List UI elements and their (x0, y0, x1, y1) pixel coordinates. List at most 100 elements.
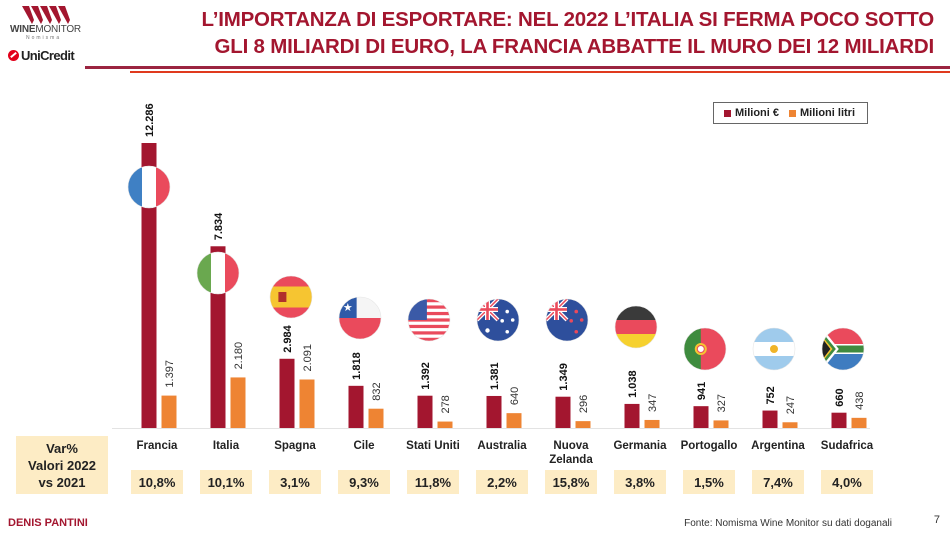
france-flag-icon (127, 165, 171, 209)
data-label-volume-9: 247 (785, 396, 797, 414)
data-label-value-3: 1.818 (351, 352, 363, 380)
unicredit-icon (8, 50, 19, 61)
legend-swatch-value (724, 109, 731, 117)
legend-item-value: Milioni € (724, 107, 779, 119)
data-label-value-4: 1.392 (420, 362, 432, 390)
bar-volume-1 (230, 377, 246, 428)
bar-value-4 (417, 395, 433, 428)
data-label-value-7: 1.038 (627, 370, 639, 398)
data-label-value-0: 12.286 (144, 103, 156, 137)
var-pct-0: 10,8% (131, 470, 183, 494)
category-label-line: Italia (212, 440, 240, 452)
title-line-2: GLI 8 MILIARDI DI EURO, LA FRANCIA ABBAT… (214, 35, 935, 58)
australia-flag-icon (476, 298, 520, 342)
category-label-0: Francia (112, 439, 202, 453)
category-label-8: Portogallo (664, 439, 754, 453)
data-label-volume-5: 640 (509, 387, 521, 405)
bar-value-7 (624, 403, 640, 428)
usa-flag-icon (407, 298, 451, 342)
footer-source: Fonte: Nomisma Wine Monitor su dati doga… (684, 518, 892, 529)
winemonitor-logo-icon (22, 6, 70, 24)
bar-volume-4 (437, 421, 453, 428)
var-pct-1: 10,1% (200, 470, 252, 494)
var-pct-7: 3,8% (614, 470, 666, 494)
logo-area: WINEMONITOR Nomisma UniCredit (4, 6, 84, 63)
data-label-volume-2: 2.091 (302, 344, 314, 372)
winemonitor-subtitle: Nomisma (26, 35, 62, 41)
var-label-line-1: Var% (46, 441, 78, 456)
bar-value-8 (693, 406, 709, 428)
title-line-1: L’IMPORTANZA DI ESPORTARE: NEL 2022 L’IT… (201, 8, 935, 31)
chart-legend: Milioni € Milioni litri (713, 102, 868, 124)
var-pct-2: 3,1% (269, 470, 321, 494)
var-pct-3: 9,3% (338, 470, 390, 494)
data-label-volume-7: 347 (647, 394, 659, 412)
data-label-value-6: 1.349 (558, 363, 570, 391)
category-label-5: Australia (457, 439, 547, 453)
data-label-volume-10: 438 (854, 391, 866, 409)
header-rule-primary (85, 66, 950, 69)
category-label-1: Italia (181, 439, 271, 453)
var-pct-5: 2,2% (476, 470, 528, 494)
bar-value-0 (141, 143, 157, 428)
category-label-line: Nuova (553, 440, 589, 452)
svg-text:★: ★ (343, 302, 353, 314)
category-label-line: Stati Uniti (406, 440, 460, 452)
bar-value-10 (831, 412, 847, 428)
data-label-value-2: 2.984 (282, 324, 294, 352)
var-label-box: Var% Valori 2022 vs 2021 (16, 436, 108, 494)
category-label-4: Stati Uniti (388, 439, 478, 453)
category-label-line: Francia (136, 440, 178, 452)
bar-volume-0 (161, 395, 177, 428)
bar-value-2 (279, 358, 295, 428)
spain-flag-icon (269, 275, 313, 319)
data-label-value-8: 941 (696, 382, 708, 400)
legend-swatch-volume (789, 109, 796, 117)
category-label-line: Cile (353, 440, 375, 452)
category-label-line: Australia (477, 440, 527, 452)
var-pct-8: 1,5% (683, 470, 735, 494)
data-label-volume-1: 2.180 (233, 342, 245, 370)
category-label-line: Spagna (274, 440, 316, 452)
data-label-value-9: 752 (765, 386, 777, 404)
footer-author: DENIS PANTINI (8, 517, 88, 529)
header-rule-secondary (130, 71, 950, 73)
page-title: L’IMPORTANZA DI ESPORTARE: NEL 2022 L’IT… (104, 6, 935, 60)
bar-volume-7 (644, 419, 660, 428)
germany-flag-icon (614, 305, 658, 349)
bar-volume-8 (713, 420, 729, 428)
category-label-9: Argentina (733, 439, 823, 453)
new-zealand-flag-icon (545, 298, 589, 342)
var-label-line-3: vs 2021 (38, 475, 86, 490)
data-label-volume-6: 296 (578, 395, 590, 413)
category-label-3: Cile (319, 439, 409, 453)
data-label-volume-4: 278 (440, 395, 452, 413)
legend-label-volume: Milioni litri (800, 107, 855, 119)
argentina-flag-icon (752, 327, 796, 371)
data-label-value-5: 1.381 (489, 362, 501, 390)
bar-volume-5 (506, 413, 522, 428)
winemonitor-wordmark: WINEMONITOR (10, 24, 81, 35)
bar-value-9 (762, 410, 778, 428)
category-label-line: Zelanda (549, 454, 593, 466)
unicredit-wordmark: UniCredit (21, 48, 75, 63)
bar-volume-10 (851, 417, 867, 428)
category-label-line: Germania (613, 440, 667, 452)
unicredit-logo: UniCredit (8, 48, 84, 63)
italy-flag-icon (196, 251, 240, 295)
category-label-line: Sudafrica (820, 440, 874, 452)
south-africa-flag-icon (821, 327, 865, 371)
bar-volume-2 (299, 379, 315, 428)
portugal-flag-icon (683, 327, 727, 371)
category-label-6: Nuova Zelanda (526, 439, 616, 467)
bar-value-6 (555, 396, 571, 428)
legend-item-volume: Milioni litri (789, 107, 855, 119)
chile-flag-icon: ★ (338, 296, 382, 340)
bar-volume-3 (368, 408, 384, 428)
var-pct-10: 4,0% (821, 470, 873, 494)
data-label-value-10: 660 (834, 388, 846, 406)
page-number: 7 (933, 514, 940, 526)
data-label-volume-3: 832 (371, 382, 383, 400)
bar-volume-6 (575, 421, 591, 428)
